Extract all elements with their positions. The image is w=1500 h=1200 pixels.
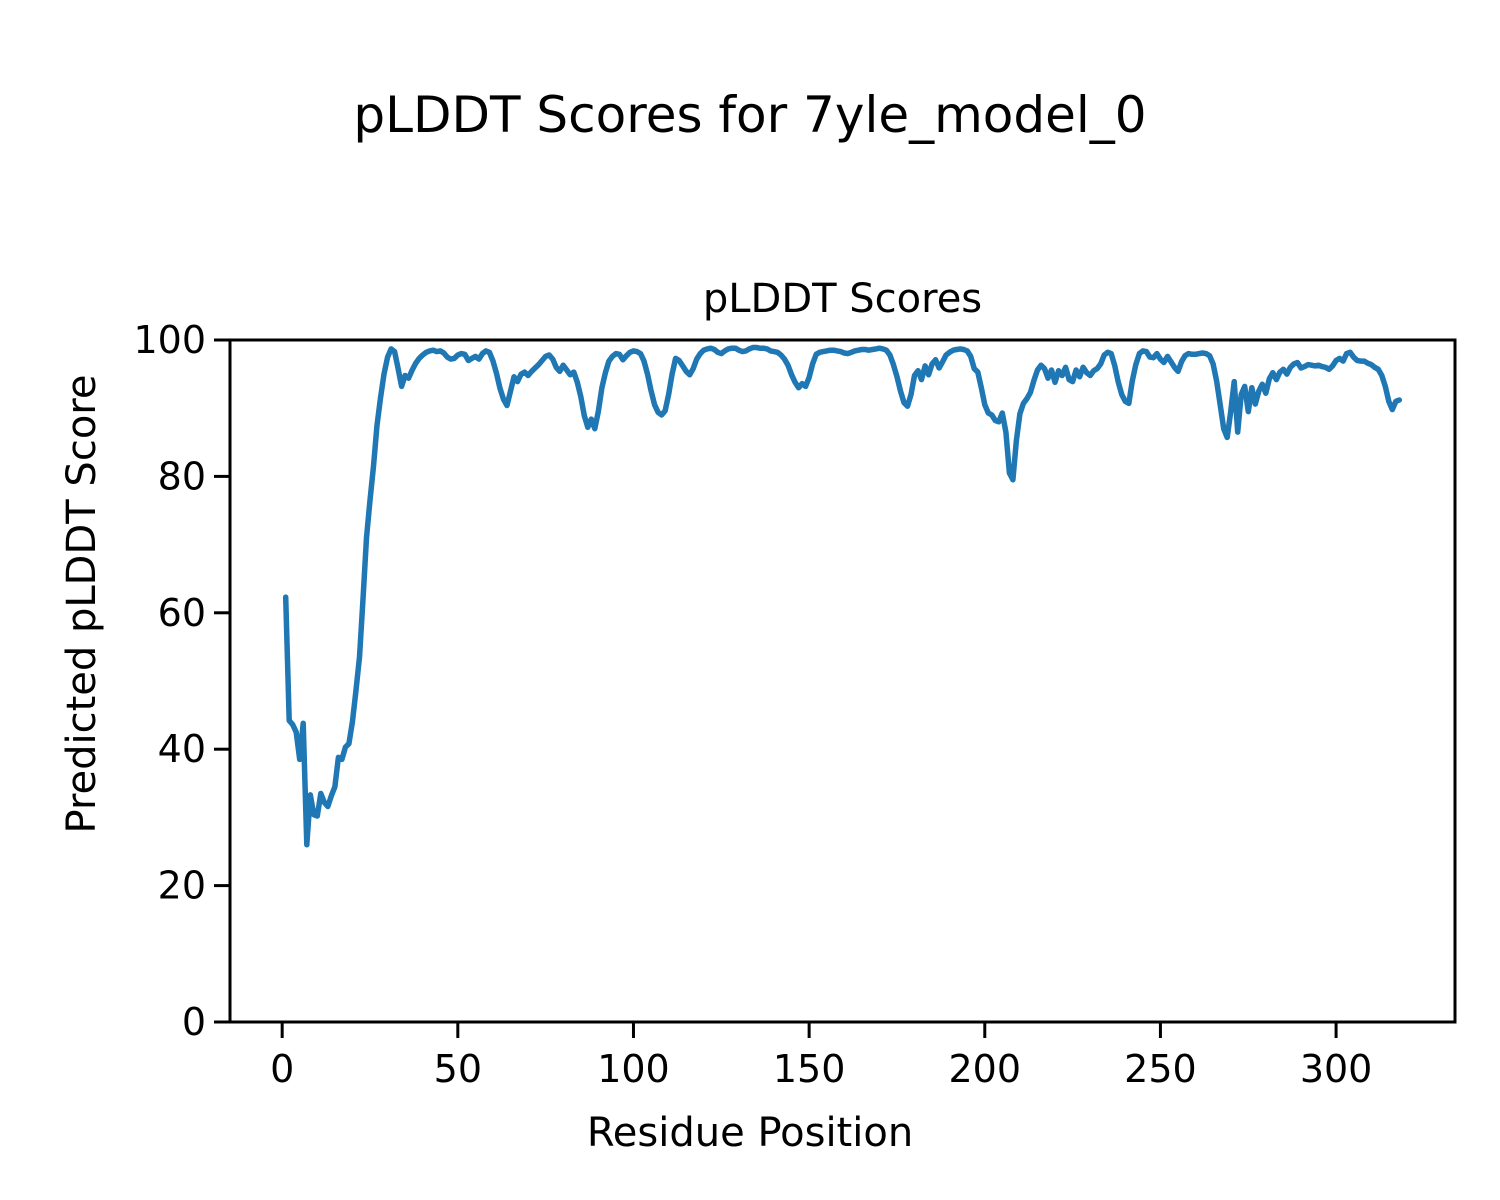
x-tick-label: 250: [1124, 1047, 1197, 1091]
x-tick-label: 300: [1300, 1047, 1373, 1091]
axes-title: pLDDT Scores: [702, 276, 983, 322]
y-tick-label: 100: [133, 318, 206, 362]
x-tick-label: 50: [434, 1047, 482, 1091]
plddt-line: [282, 344, 1403, 848]
x-tick-label: 150: [773, 1047, 846, 1091]
y-tick-label: 20: [158, 864, 206, 908]
axes-spines: [228, 338, 1457, 1024]
x-axis-label: Residue Position: [586, 1110, 914, 1156]
x-tick-label: 200: [949, 1047, 1022, 1091]
x-tick-label: 100: [597, 1047, 670, 1091]
figure-title: pLDDT Scores for 7yle_model_0: [353, 86, 1147, 144]
y-tick-label: 80: [158, 454, 206, 498]
y-tick-label: 0: [182, 1000, 206, 1044]
x-tick-label: 0: [270, 1047, 294, 1091]
y-tick-label: 40: [158, 727, 206, 771]
y-tick-label: 60: [158, 591, 206, 635]
y-axis-label: Predicted pLDDT Score: [59, 374, 105, 834]
